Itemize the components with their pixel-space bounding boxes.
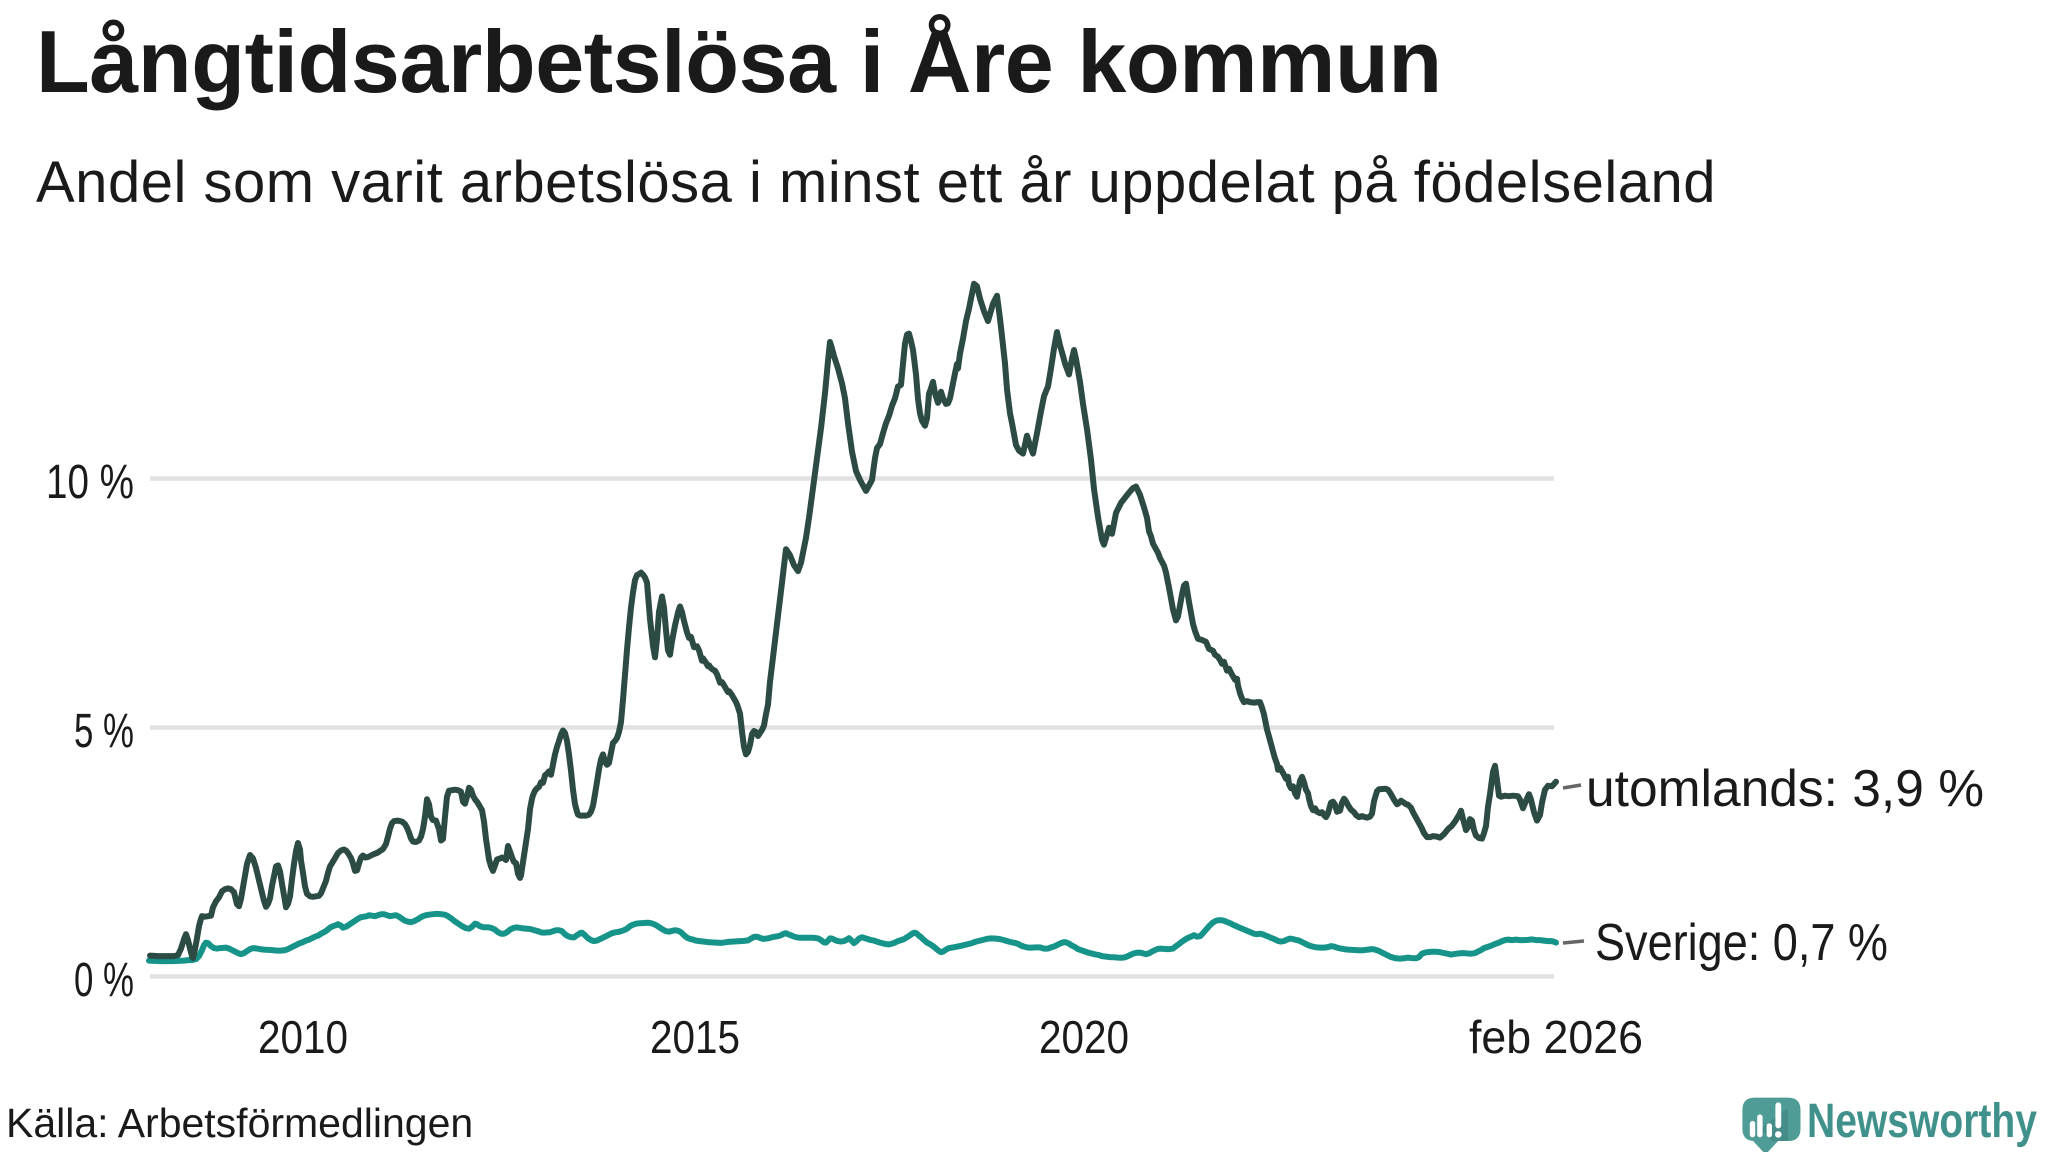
- svg-text:2015: 2015: [650, 1011, 740, 1063]
- svg-text:Sverige: 0,7 %: Sverige: 0,7 %: [1595, 914, 1888, 972]
- svg-text:utomlands: 3,9 %: utomlands: 3,9 %: [1586, 760, 1984, 818]
- svg-text:0 %: 0 %: [74, 954, 134, 1007]
- svg-text:Andel som varit arbetslösa i m: Andel som varit arbetslösa i minst ett å…: [36, 150, 1716, 215]
- svg-text:2020: 2020: [1039, 1011, 1129, 1063]
- svg-text:feb 2026: feb 2026: [1469, 1011, 1643, 1063]
- svg-text:2010: 2010: [258, 1011, 348, 1063]
- svg-text:Newsworthy: Newsworthy: [1807, 1095, 2037, 1148]
- svg-text:10 %: 10 %: [46, 456, 134, 509]
- svg-text:Långtidsarbetslösa i Åre kommu: Långtidsarbetslösa i Åre kommun: [36, 12, 1442, 111]
- svg-text:5 %: 5 %: [74, 705, 134, 758]
- svg-text:Källa: Arbetsförmedlingen: Källa: Arbetsförmedlingen: [6, 1100, 473, 1146]
